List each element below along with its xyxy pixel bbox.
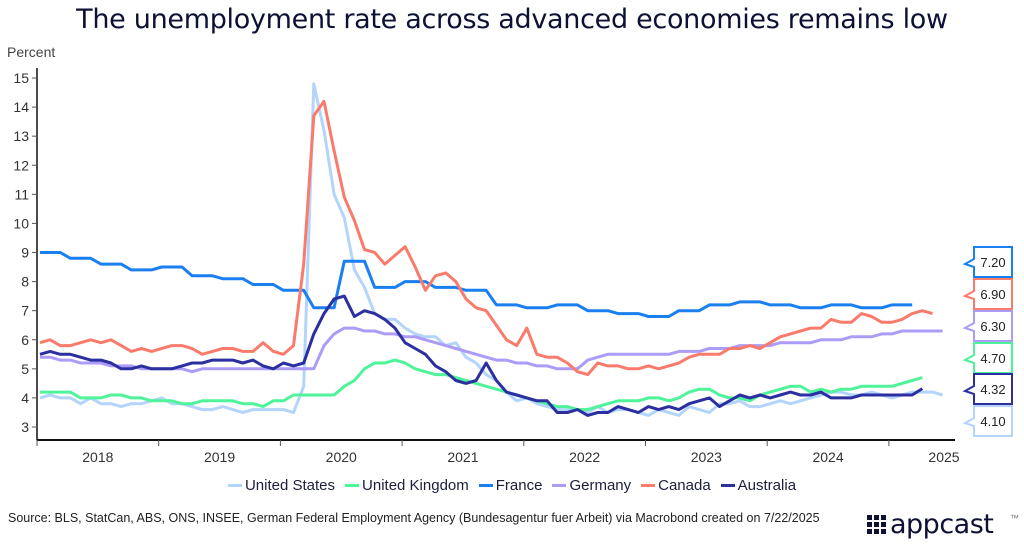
series-line-united-states xyxy=(39,82,944,417)
y-tick-label: 12 xyxy=(13,157,29,173)
y-tick-label: 15 xyxy=(13,70,29,86)
y-tick-label: 10 xyxy=(13,215,29,231)
appcast-logo: appcast xyxy=(867,509,994,540)
logo-text: appcast xyxy=(890,509,994,540)
end-label-united-states: 4.10 xyxy=(962,405,1013,437)
legend-label: Canada xyxy=(658,477,711,494)
x-tick-label: 2025 xyxy=(928,449,959,465)
y-tick-label: 7 xyxy=(21,303,29,319)
legend-item-canada: Canada xyxy=(641,477,711,494)
callout-box xyxy=(962,310,1013,342)
series-line-france xyxy=(40,251,913,318)
x-tick-label: 2022 xyxy=(569,449,600,465)
end-label-canada: 6.90 xyxy=(962,278,1013,310)
legend-label: United States xyxy=(244,477,336,494)
end-label-france: 7.20 xyxy=(962,246,1013,278)
x-tick-label: 2021 xyxy=(447,449,478,465)
legend-swatch xyxy=(720,484,735,487)
y-axis-label: Percent xyxy=(7,44,56,60)
y-tick-label: 5 xyxy=(21,361,29,377)
callout-box xyxy=(962,373,1013,405)
callout-value: 4.70 xyxy=(980,351,1005,366)
series-line-canada xyxy=(39,99,933,377)
y-tick-label: 8 xyxy=(21,274,29,290)
callout-value: 4.10 xyxy=(980,414,1005,429)
legend-label: United Kingdom xyxy=(362,477,469,494)
y-tick-label: 3 xyxy=(21,419,29,435)
x-tick-label: 2023 xyxy=(691,449,722,465)
legend-swatch xyxy=(641,484,656,487)
end-value-callouts: 7.20 6.90 6.30 4.70 4.32 4.10 xyxy=(962,246,1013,437)
x-tick-label: 2020 xyxy=(326,449,357,465)
series-lines xyxy=(39,82,944,417)
legend-swatch xyxy=(345,484,360,487)
legend-item-germany: Germany xyxy=(552,477,631,494)
y-tick-label: 14 xyxy=(13,99,29,115)
end-label-united-kingdom: 4.70 xyxy=(962,342,1013,374)
end-label-australia: 4.32 xyxy=(962,373,1013,405)
x-tick-label: 2024 xyxy=(812,449,843,465)
legend-label: Australia xyxy=(737,477,797,494)
y-tick-label: 6 xyxy=(21,332,29,348)
legend-item-united-kingdom: United Kingdom xyxy=(345,477,469,494)
callout-value: 6.90 xyxy=(980,287,1005,302)
legend-item-united-states: United States xyxy=(227,477,336,494)
logo-mark-icon xyxy=(867,515,886,534)
y-tick-label: 11 xyxy=(14,186,29,202)
legend: United States United Kingdom France Germany… xyxy=(0,477,1024,494)
callout-value: 7.20 xyxy=(980,255,1005,270)
x-tick-label: 2018 xyxy=(82,449,113,465)
legend-swatch xyxy=(552,484,567,487)
axes: 3 4 5 6 7 8 9 10 11 12 13 14 15 2018 2019 2020 2021 2022 2… xyxy=(13,68,960,465)
legend-item-france: France xyxy=(478,477,543,494)
source-note: Source: BLS, StatCan, ABS, ONS, INSEE, G… xyxy=(8,511,820,525)
callout-box xyxy=(962,405,1013,437)
callout-box xyxy=(962,342,1013,374)
series-line-germany xyxy=(40,326,943,374)
chart-title: The unemployment rate across advanced ec… xyxy=(76,4,948,35)
y-tick-label: 9 xyxy=(21,245,29,261)
callout-box xyxy=(962,278,1013,310)
end-label-germany: 6.30 xyxy=(962,310,1013,342)
y-tick-label: 13 xyxy=(13,128,29,144)
callout-value: 6.30 xyxy=(980,319,1005,334)
legend-item-australia: Australia xyxy=(720,477,797,494)
trademark-mark: ™ xyxy=(1010,513,1019,523)
series-line-united-kingdom xyxy=(40,358,923,412)
y-tick-label: 4 xyxy=(21,390,29,406)
legend-swatch xyxy=(478,484,493,487)
callout-value: 4.32 xyxy=(980,382,1005,397)
x-tick-label: 2019 xyxy=(204,449,235,465)
series-line-australia xyxy=(39,294,924,417)
legend-label: France xyxy=(495,477,543,494)
callout-box xyxy=(962,246,1013,278)
legend-label: Germany xyxy=(569,477,632,494)
legend-swatch xyxy=(227,484,242,487)
